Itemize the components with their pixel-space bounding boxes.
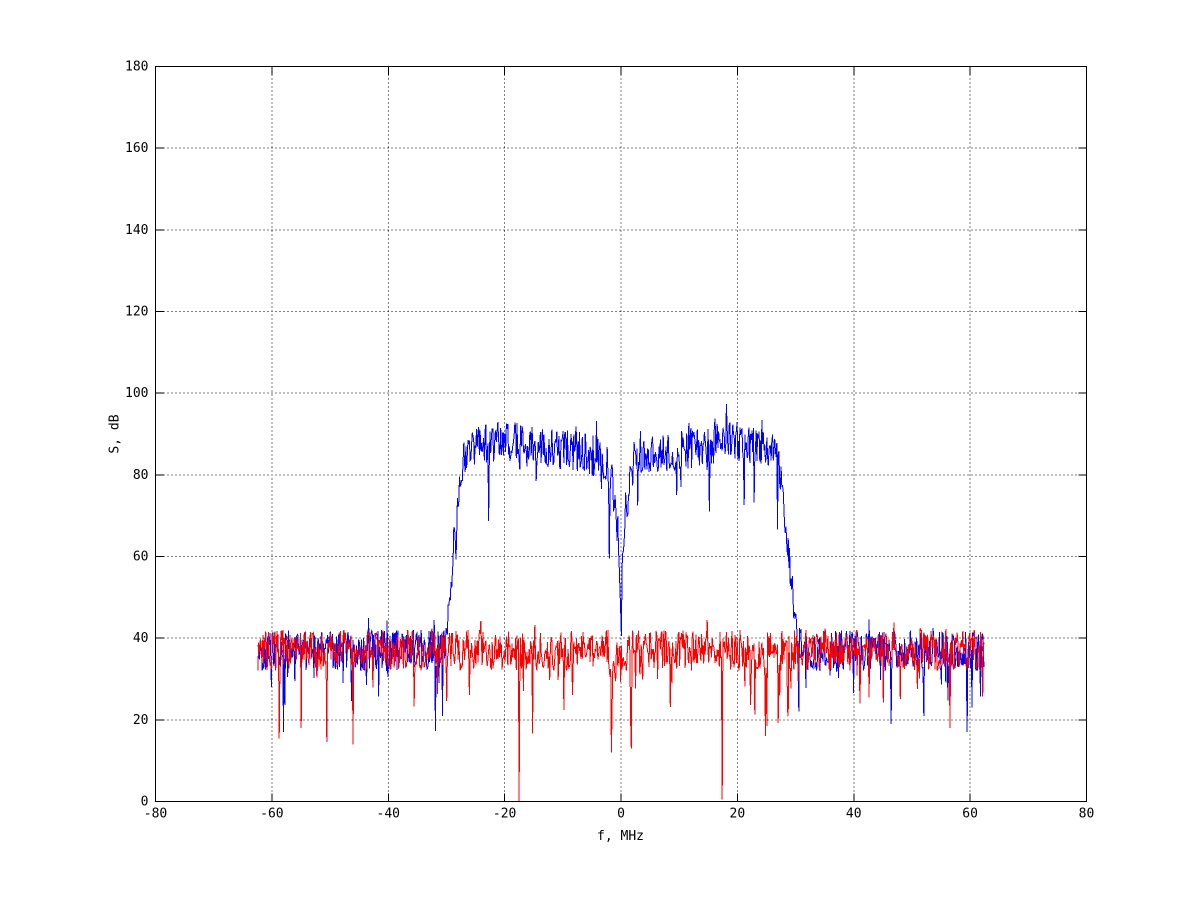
x-tick-label: -80 <box>144 807 167 822</box>
axis-ticks <box>155 66 1087 802</box>
y-tick-label: 100 <box>125 386 148 401</box>
tick-labels: -80 -60 -40 -20 0 20 40 60 80 0 20 40 60 80 100 120 140 1… <box>125 60 1094 822</box>
grid <box>155 66 1087 802</box>
x-tick-label: 80 <box>1079 807 1095 822</box>
x-tick-label: -20 <box>493 807 516 822</box>
x-axis-label: f, MHz <box>597 829 644 844</box>
y-tick-label: 80 <box>133 468 149 483</box>
y-tick-label: 180 <box>125 60 148 75</box>
x-tick-label: -40 <box>377 807 400 822</box>
x-tick-label: -60 <box>260 807 283 822</box>
x-tick-label: 0 <box>617 807 625 822</box>
y-axis-label: S, dB <box>107 414 123 454</box>
x-tick-label: 20 <box>730 807 746 822</box>
series <box>257 404 985 802</box>
y-tick-label: 0 <box>141 795 149 810</box>
trace-signal-spectrum <box>257 404 985 733</box>
trace-noise-floor <box>257 619 985 802</box>
y-tick-label: 160 <box>125 141 148 156</box>
y-tick-label: 120 <box>125 305 148 320</box>
y-tick-label: 20 <box>133 713 149 728</box>
y-tick-label: 60 <box>133 550 149 565</box>
y-tick-label: 140 <box>125 223 148 238</box>
x-tick-label: 60 <box>962 807 978 822</box>
x-tick-label: 40 <box>846 807 862 822</box>
y-tick-label: 40 <box>133 631 149 646</box>
